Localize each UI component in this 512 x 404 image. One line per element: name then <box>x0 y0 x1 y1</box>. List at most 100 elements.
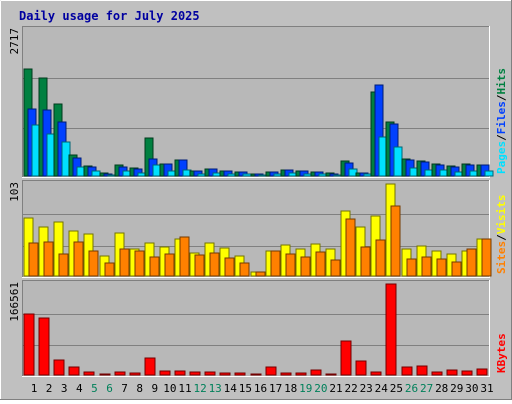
bar-hits-pages-day-25 <box>393 146 403 177</box>
bar-kbytes-kbytes-day-10 <box>159 370 171 376</box>
bar-visits-sites-day-30 <box>466 248 477 277</box>
panel-hits-series-label: Pages/Files/Hits <box>495 68 508 174</box>
x-tick-label-day-16: 16 <box>254 382 267 395</box>
bar-visits-sites-day-2 <box>43 241 54 277</box>
bar-visits-sites-day-4 <box>73 241 84 277</box>
x-tick-label-day-13: 13 <box>209 382 222 395</box>
bar-visits-sites-day-31 <box>481 238 492 277</box>
bar-visits-sites-day-8 <box>134 250 145 277</box>
x-tick-label-day-28: 28 <box>435 382 448 395</box>
bar-visits-sites-day-23 <box>360 246 371 277</box>
x-tick-label-day-23: 23 <box>360 382 373 395</box>
bar-visits-sites-day-22 <box>345 218 356 277</box>
bar-kbytes-kbytes-day-3 <box>53 359 65 376</box>
bar-kbytes-kbytes-day-28 <box>431 371 443 376</box>
x-tick-label-day-14: 14 <box>224 382 238 395</box>
bar-kbytes-kbytes-day-24 <box>370 371 382 376</box>
x-tick-label-day-21: 21 <box>329 382 342 395</box>
bar-kbytes-kbytes-day-13 <box>204 371 216 376</box>
bar-hits-pages-day-31 <box>484 170 494 177</box>
x-tick-label-day-2: 2 <box>46 382 53 395</box>
panel-kbytes: 166561 KBytes <box>8 280 508 377</box>
bar-kbytes-kbytes-day-4 <box>68 366 80 376</box>
bar-kbytes-kbytes-day-27 <box>416 365 428 376</box>
x-tick-label-day-24: 24 <box>375 382 389 395</box>
bar-visits-sites-day-21 <box>330 259 341 277</box>
x-tick-label-day-17: 17 <box>269 382 282 395</box>
panel-kbytes-series-label-part-0: KBytes <box>495 333 508 373</box>
bar-visits-sites-day-26 <box>406 258 417 277</box>
bar-visits-sites-day-3 <box>58 253 69 277</box>
panel-hits-series-label-part-4: Hits <box>495 68 508 95</box>
bar-kbytes-kbytes-day-30 <box>461 370 473 376</box>
x-tick-label-day-11: 11 <box>178 382 191 395</box>
x-tick-label-day-20: 20 <box>314 382 327 395</box>
bar-kbytes-kbytes-day-18 <box>280 372 292 376</box>
bar-visits-sites-day-13 <box>209 252 220 277</box>
x-tick-label-day-26: 26 <box>405 382 418 395</box>
bar-kbytes-kbytes-day-31 <box>476 368 488 376</box>
bar-visits-sites-day-9 <box>149 256 160 277</box>
bar-kbytes-kbytes-day-8 <box>129 372 141 376</box>
bar-kbytes-kbytes-day-22 <box>340 340 352 376</box>
x-tick-label-day-18: 18 <box>284 382 297 395</box>
panel-hits-series-label-part-2: Files <box>495 101 508 134</box>
panel-visits-series-label-part-2: Visits <box>495 195 508 235</box>
bar-hits-pages-day-5 <box>91 170 101 177</box>
panel-hits-plot-area <box>22 26 490 178</box>
bar-kbytes-kbytes-day-29 <box>446 369 458 376</box>
bar-kbytes-kbytes-day-21 <box>325 373 337 376</box>
bar-hits-pages-day-15 <box>242 173 252 177</box>
bar-kbytes-kbytes-day-9 <box>144 357 156 376</box>
bar-kbytes-kbytes-day-12 <box>189 371 201 376</box>
chart-title: Daily usage for July 2025 <box>19 9 200 23</box>
x-axis-tick-labels: 1 2 3 4 5 6 7 8 9 10 11 12 13 14 15 16 17 18 19 20 21 22 23 24 2… <box>31 382 494 395</box>
bar-visits-sites-day-10 <box>164 253 175 277</box>
x-tick-label-day-25: 25 <box>390 382 403 395</box>
bar-kbytes-kbytes-day-15 <box>234 372 246 376</box>
bar-visits-sites-day-29 <box>451 261 462 277</box>
bar-kbytes-kbytes-day-26 <box>401 366 413 376</box>
bar-visits-sites-day-17 <box>270 250 281 277</box>
panel-hits-series-label-part-0: Pages <box>495 141 508 174</box>
bar-kbytes-kbytes-day-23 <box>355 360 367 376</box>
bar-visits-sites-day-15 <box>239 262 250 277</box>
bar-visits-sites-day-12 <box>194 254 205 277</box>
bar-kbytes-kbytes-day-16 <box>250 373 262 376</box>
panel-visits-series-label-part-0: Sites <box>495 241 508 274</box>
x-tick-label-day-4: 4 <box>76 382 83 395</box>
x-tick-label-day-19: 19 <box>299 382 312 395</box>
bar-visits-sites-day-6 <box>104 262 115 277</box>
x-tick-label-day-6: 6 <box>106 382 113 395</box>
bar-visits-sites-day-27 <box>421 256 432 277</box>
x-tick-label-day-29: 29 <box>450 382 463 395</box>
bar-kbytes-kbytes-day-1 <box>23 313 35 376</box>
bar-kbytes-kbytes-day-17 <box>265 366 277 376</box>
bar-visits-sites-day-1 <box>28 242 39 277</box>
bar-kbytes-kbytes-day-6 <box>99 373 111 376</box>
x-tick-label-day-3: 3 <box>61 382 68 395</box>
x-tick-label-day-30: 30 <box>465 382 478 395</box>
bar-visits-sites-day-7 <box>119 248 130 277</box>
panel-visits-series-label-part-1: / <box>495 234 508 241</box>
bar-visits-sites-day-28 <box>436 258 447 277</box>
bar-kbytes-kbytes-day-25 <box>385 283 397 376</box>
bar-visits-sites-day-20 <box>315 251 326 277</box>
panel-visits-ymax-label: 103 <box>8 182 21 202</box>
x-tick-label-day-15: 15 <box>239 382 252 395</box>
x-tick-label-day-27: 27 <box>420 382 433 395</box>
bar-kbytes-kbytes-day-14 <box>219 372 231 376</box>
panels-layer: 2717Pages/Files/Hits103Sites/Visits16656… <box>8 26 508 377</box>
panel-kbytes-plot-area <box>22 280 490 377</box>
bar-kbytes-kbytes-day-11 <box>174 370 186 376</box>
panel-kbytes-series-label: KBytes <box>495 333 508 373</box>
x-tick-label-day-7: 7 <box>121 382 128 395</box>
panel-visits: 103 Sites/Visits <box>8 180 508 278</box>
panel-hits-ymax-label: 2717 <box>8 28 21 55</box>
panel-hits-series-label-part-1: / <box>495 134 508 141</box>
x-tick-label-day-12: 12 <box>193 382 206 395</box>
bar-visits-sites-day-25 <box>390 205 401 277</box>
bar-visits-sites-day-16 <box>255 271 266 277</box>
